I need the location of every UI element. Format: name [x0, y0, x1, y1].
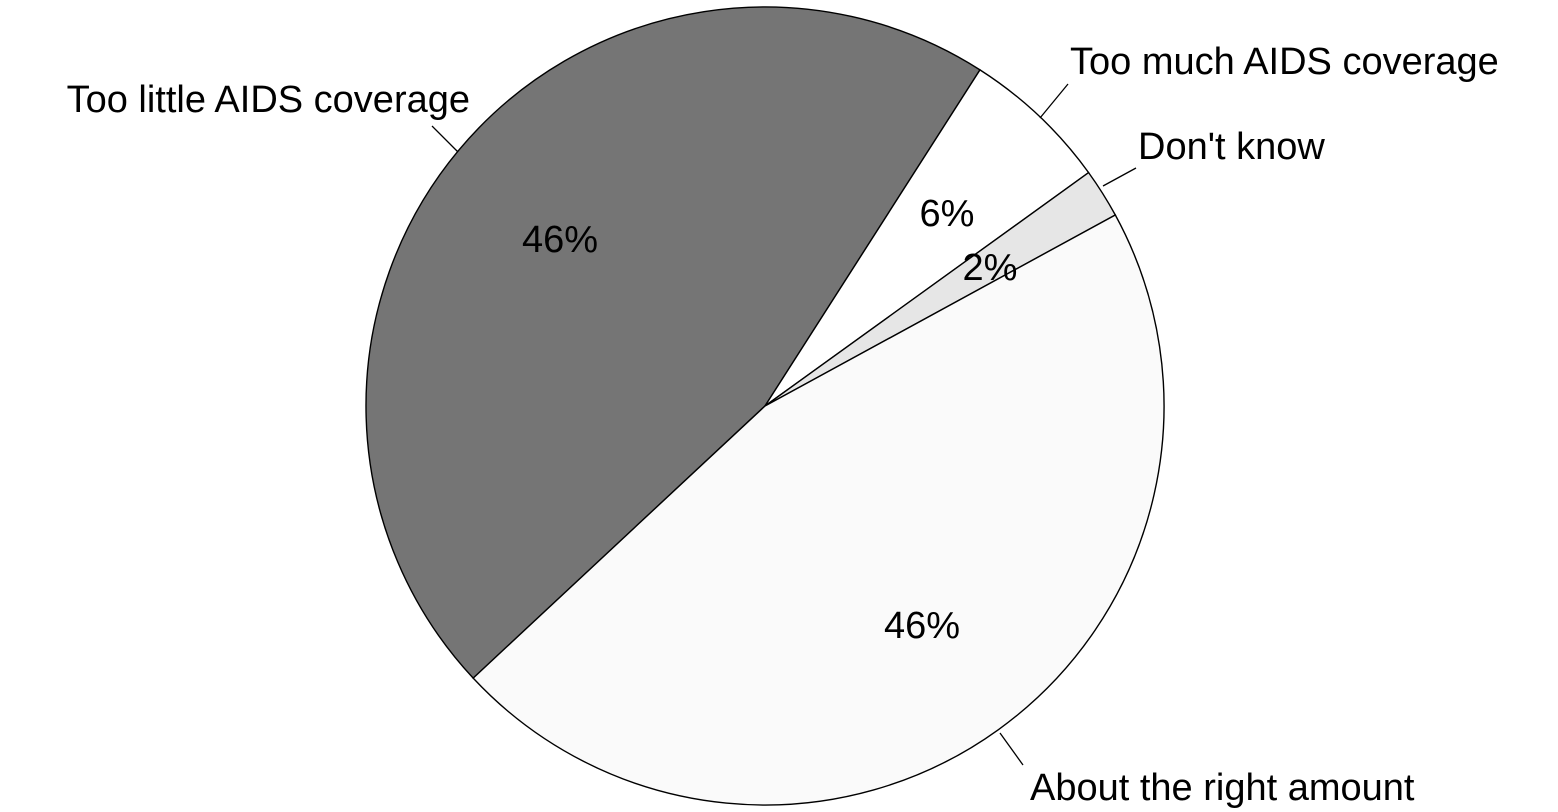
leader-line-right-amount: [999, 732, 1024, 766]
leader-line-dont-know: [1102, 167, 1137, 187]
pie-slices: [365, 6, 1165, 806]
slice-category-label-too-much: Too much AIDS coverage: [1070, 41, 1499, 83]
slice-category-label-dont-know: Don't know: [1138, 126, 1325, 168]
slice-value-label-too-much: 6%: [920, 193, 975, 235]
pie-slice-too-much: [764, 68, 1090, 407]
slice-category-label-too-little: Too little AIDS coverage: [67, 79, 470, 121]
pie-slice-too-little: [365, 6, 981, 680]
leader-line-too-little: [431, 125, 459, 153]
slice-value-label-right-amount: 46%: [884, 605, 960, 647]
leader-line-too-much: [1039, 83, 1069, 119]
slice-category-label-right-amount: About the right amount: [1030, 767, 1415, 809]
pie-slice-right-amount: [472, 214, 1165, 806]
slice-value-label-too-little: 46%: [522, 219, 598, 261]
leader-lines: [431, 83, 1137, 766]
slice-value-label-dont-know: 2%: [963, 247, 1018, 289]
